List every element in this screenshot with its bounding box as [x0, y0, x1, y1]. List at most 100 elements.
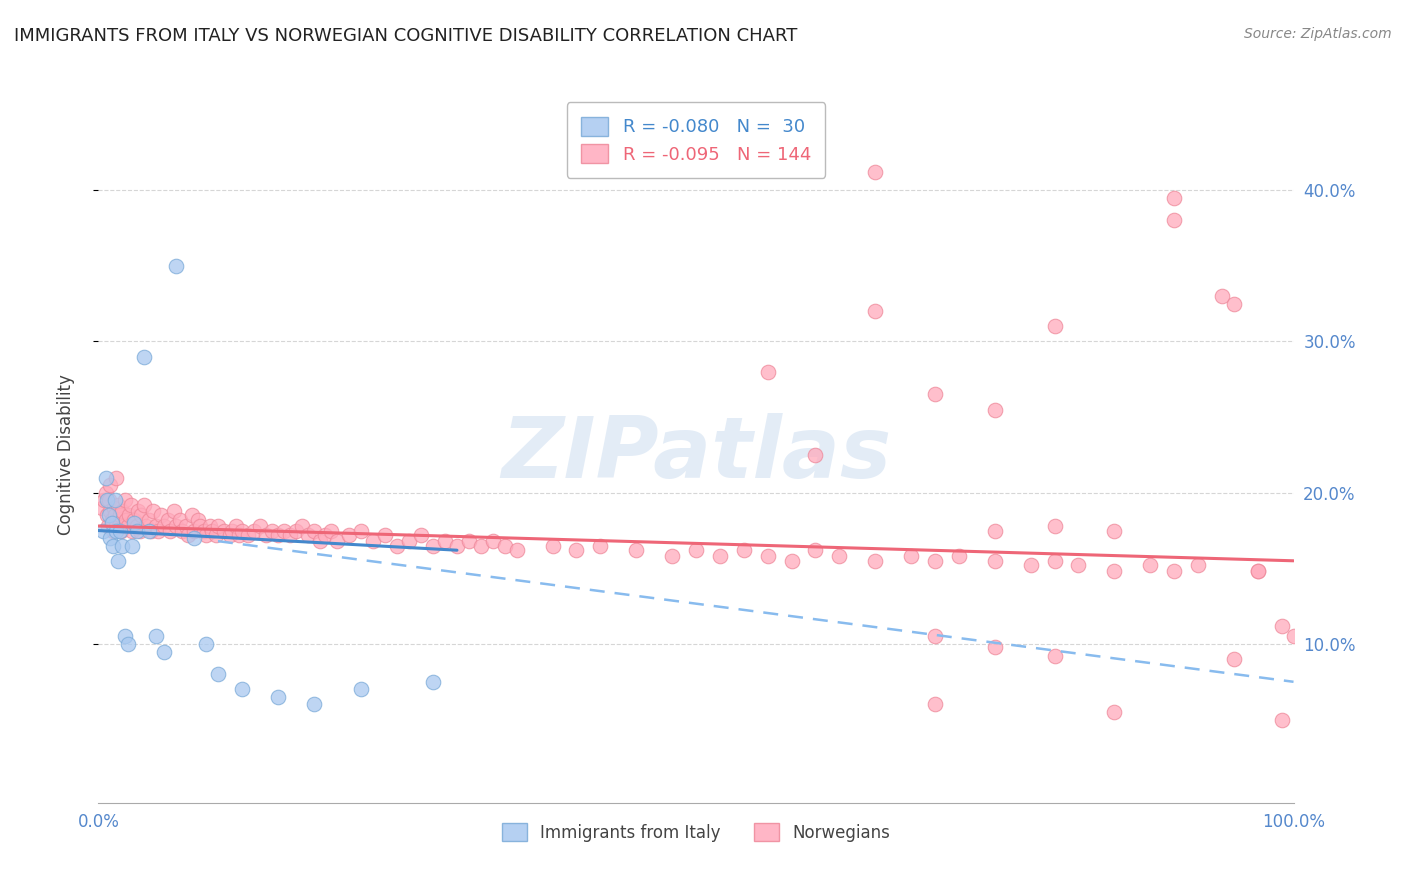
Legend: Immigrants from Italy, Norwegians: Immigrants from Italy, Norwegians: [494, 814, 898, 850]
Point: [494, 539, 516, 553]
Point: [94, 485, 117, 500]
Point: [1104, 565, 1126, 579]
Point: [924, 554, 946, 568]
Point: [254, 528, 277, 542]
Point: [174, 519, 197, 533]
Point: [661, 549, 683, 564]
Point: [169, 513, 191, 527]
Point: [948, 549, 970, 564]
Point: [124, 516, 146, 530]
Point: [1271, 619, 1294, 633]
Point: [188, 519, 211, 533]
Point: [984, 524, 1007, 538]
Point: [733, 543, 755, 558]
Point: [1223, 652, 1246, 666]
Point: [565, 543, 588, 558]
Point: [207, 667, 229, 681]
Point: [94, 470, 117, 484]
Point: [110, 524, 132, 538]
Point: [135, 519, 157, 533]
Point: [149, 508, 172, 523]
Point: [1223, 296, 1246, 310]
Point: [411, 528, 433, 542]
Point: [302, 524, 325, 538]
Point: [103, 500, 125, 515]
Point: [111, 539, 134, 553]
Point: [481, 534, 505, 549]
Point: [221, 524, 243, 538]
Point: [105, 524, 128, 538]
Point: [112, 519, 135, 533]
Point: [685, 543, 707, 558]
Point: [1187, 558, 1209, 573]
Point: [231, 524, 253, 538]
Point: [100, 516, 122, 530]
Point: [131, 508, 153, 523]
Text: ZIPatlas: ZIPatlas: [501, 413, 891, 497]
Point: [924, 698, 946, 712]
Point: [260, 524, 283, 538]
Point: [326, 534, 349, 549]
Point: [828, 549, 851, 564]
Point: [219, 528, 242, 542]
Point: [120, 498, 142, 512]
Point: [278, 528, 301, 542]
Point: [434, 534, 457, 549]
Point: [105, 519, 128, 533]
Point: [163, 504, 186, 518]
Point: [193, 524, 215, 538]
Point: [273, 524, 295, 538]
Point: [104, 508, 127, 523]
Point: [93, 493, 115, 508]
Point: [117, 519, 139, 533]
Point: [195, 637, 218, 651]
Point: [350, 682, 373, 697]
Point: [225, 519, 247, 533]
Point: [96, 508, 118, 523]
Point: [339, 528, 361, 542]
Point: [107, 519, 129, 533]
Point: [100, 513, 122, 527]
Point: [121, 539, 143, 553]
Point: [114, 629, 136, 643]
Point: [308, 534, 330, 549]
Point: [153, 519, 176, 533]
Point: [127, 504, 149, 518]
Point: [1104, 705, 1126, 719]
Point: [145, 629, 167, 643]
Point: [98, 531, 122, 545]
Point: [626, 543, 648, 558]
Point: [177, 528, 200, 542]
Point: [302, 698, 325, 712]
Point: [1247, 565, 1270, 579]
Point: [284, 524, 307, 538]
Point: [249, 519, 271, 533]
Point: [541, 539, 564, 553]
Point: [458, 534, 481, 549]
Point: [231, 682, 253, 697]
Point: [984, 402, 1007, 417]
Point: [107, 554, 129, 568]
Point: [121, 524, 143, 538]
Point: [267, 528, 290, 542]
Point: [865, 304, 887, 318]
Point: [1043, 319, 1066, 334]
Point: [756, 365, 779, 379]
Point: [98, 478, 122, 492]
Point: [148, 524, 170, 538]
Point: [1067, 558, 1090, 573]
Point: [105, 470, 128, 484]
Point: [291, 519, 314, 533]
Point: [267, 690, 290, 704]
Point: [107, 498, 129, 512]
Point: [195, 528, 218, 542]
Point: [180, 508, 202, 523]
Point: [709, 549, 731, 564]
Text: IMMIGRANTS FROM ITALY VS NORWEGIAN COGNITIVE DISABILITY CORRELATION CHART: IMMIGRANTS FROM ITALY VS NORWEGIAN COGNI…: [14, 27, 797, 45]
Point: [91, 500, 114, 515]
Point: [187, 513, 209, 527]
Point: [315, 528, 337, 542]
Point: [124, 513, 146, 527]
Point: [118, 508, 141, 523]
Point: [243, 524, 266, 538]
